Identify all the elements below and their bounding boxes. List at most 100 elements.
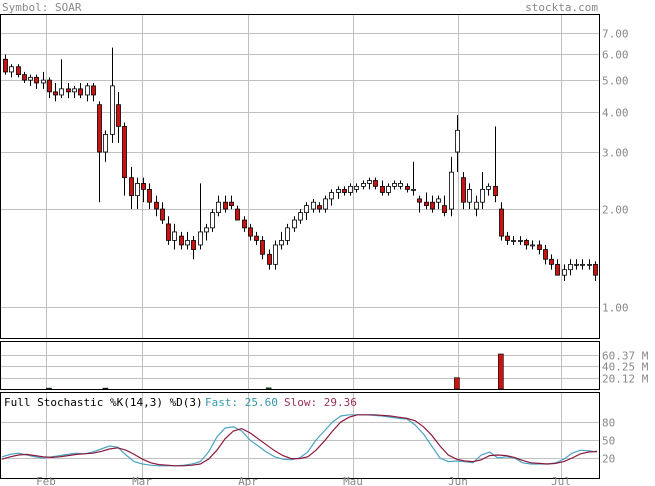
candle-body: [543, 249, 548, 260]
candle-body: [260, 240, 265, 255]
volume-bar: [498, 353, 504, 390]
candle-body: [267, 253, 272, 265]
candle-body: [229, 201, 234, 206]
candle-body: [555, 263, 560, 276]
candle-body: [524, 240, 529, 246]
x-tick-label: Mar: [132, 475, 152, 486]
candle-body: [587, 263, 592, 266]
candle-body: [593, 263, 598, 276]
candle-body: [442, 205, 447, 214]
stochastic-grid: [0, 392, 599, 478]
candle-body: [216, 201, 221, 214]
x-tick-label: Feb: [36, 475, 56, 486]
volume-tick-label: 20.12 M: [602, 373, 649, 386]
price-panel: 7.00 6.00 5.00 4.00 3.00 2.00 1.00: [0, 14, 629, 339]
candle-body: [499, 208, 504, 237]
candle-body: [248, 227, 253, 237]
candle-body: [254, 235, 259, 241]
candle-body: [91, 85, 96, 96]
candle-body: [467, 189, 472, 203]
candle-body: [511, 240, 516, 242]
candle-body: [562, 269, 567, 276]
candle-body: [311, 201, 316, 210]
candle-body: [135, 183, 140, 197]
stochastic-frame: [0, 392, 600, 479]
candle-body: [147, 189, 152, 203]
candle-body: [455, 129, 460, 153]
volume-bars: [46, 353, 504, 390]
x-tick-label: Apr: [238, 475, 258, 486]
volume-bar: [265, 387, 272, 390]
candles: [3, 47, 598, 281]
candle-body: [480, 189, 485, 203]
candle-body: [486, 185, 491, 190]
candle-body: [367, 180, 372, 184]
candle-body: [223, 201, 228, 210]
candle-body: [549, 258, 554, 265]
candle-body: [292, 219, 297, 229]
candle-body: [574, 263, 579, 266]
candle-body: [235, 208, 240, 221]
candle-body: [116, 104, 121, 127]
candle-body: [41, 79, 46, 84]
stochastic-panel: 80 50 20 Full Stochastic %K(14,3) %D(3) Fa…: [0, 392, 615, 479]
volume-bar: [454, 377, 460, 390]
candle-body: [3, 58, 8, 73]
stochastic-line-slow: [1, 414, 598, 467]
candle-body: [392, 183, 397, 187]
candle-body: [85, 85, 90, 96]
symbol-label: Symbol: SOAR: [2, 1, 82, 14]
volume-tick-label: 40.25 M: [602, 361, 649, 374]
stochastic-fast-label: Fast: 25.60: [205, 396, 278, 409]
candle-body: [329, 192, 334, 200]
candle-body: [380, 185, 385, 193]
volume-frame: [0, 341, 600, 390]
candle-body: [191, 240, 196, 250]
stochastic-tick-label: 20: [602, 453, 615, 466]
stochastic-tick-label: 50: [602, 435, 615, 448]
candle-body: [9, 66, 14, 73]
candle-body: [78, 88, 83, 96]
candle-body: [417, 198, 422, 203]
candle-body: [298, 212, 303, 221]
candle-body: [16, 66, 21, 76]
candle-body: [505, 235, 510, 241]
candle-body: [279, 240, 284, 246]
candle-body: [348, 185, 353, 193]
price-axis-labels: 7.00 6.00 5.00 4.00 3.00 2.00 1.00: [602, 28, 629, 315]
site-label: stockta.com: [525, 1, 598, 14]
price-tick-label: 2.00: [602, 204, 629, 217]
candle-body: [361, 183, 366, 187]
candle-body: [204, 227, 209, 233]
candle-body: [154, 201, 159, 210]
x-tick-label: Jun: [448, 475, 468, 486]
candle-body: [474, 201, 479, 210]
candle-body: [179, 235, 184, 246]
stochastic-axis-labels: 80 50 20: [602, 417, 615, 466]
stochastic-tick-label: 80: [602, 417, 615, 430]
candle-body: [323, 198, 328, 210]
candle-body: [28, 76, 33, 81]
price-frame: [0, 14, 600, 339]
volume-bar: [102, 387, 109, 390]
candle-body: [285, 227, 290, 241]
volume-bar: [46, 387, 52, 390]
candle-body: [430, 201, 435, 210]
candle-body: [198, 231, 203, 246]
candle-body: [304, 205, 309, 214]
candle-body: [273, 244, 278, 265]
candle-body: [449, 171, 454, 210]
stochastic-slow-label: Slow: 29.36: [284, 396, 357, 409]
candle-body: [185, 240, 190, 246]
candle-body: [424, 201, 429, 206]
candle-body: [129, 177, 134, 197]
volume-tick-label: 60.37 M: [602, 350, 649, 363]
candle-body: [493, 185, 498, 197]
candle-body: [580, 263, 585, 266]
volume-axis-labels: 60.37 M40.25 M20.12 M: [602, 350, 649, 386]
volume-grid: [0, 341, 599, 389]
candle-body: [411, 189, 416, 191]
x-tick-label: Jul: [551, 475, 571, 486]
candle-body: [386, 185, 391, 193]
candle-body: [568, 263, 573, 271]
